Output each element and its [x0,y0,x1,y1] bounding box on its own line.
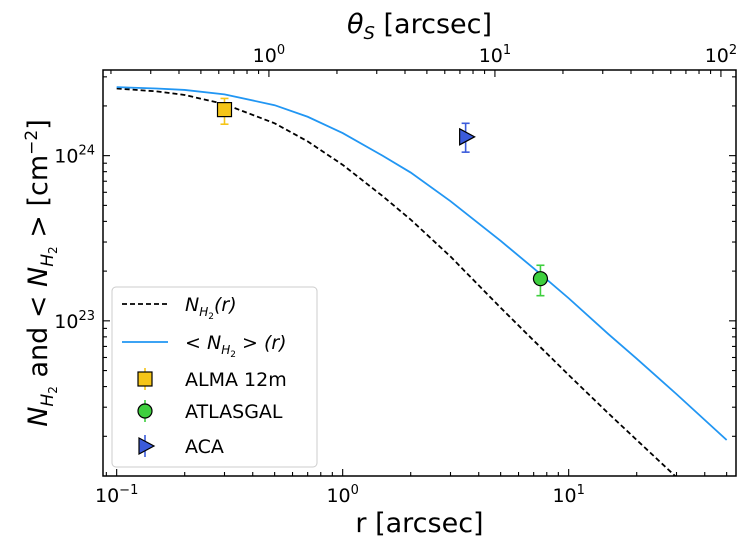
top-tick-label-2: 102 [705,43,737,67]
legend-label-3: ATLASGAL [185,401,283,423]
legend: NH2(r) < NH2 > (r) ALMA 12m ATLASGAL ACA [111,286,318,468]
legend-label-0: NH2(r) [185,294,237,322]
series-line-1 [116,86,728,441]
legend-box [111,286,318,468]
y-tick-label-1: 1024 [54,144,95,168]
series-line-0 [116,87,677,476]
legend-marker-2 [138,437,156,455]
plot-area [116,86,728,476]
y-tick-label-0: 1023 [54,309,95,333]
x-tick-label-2: 101 [552,483,584,507]
data-point-0 [216,102,233,118]
top-tick-label-1: 101 [479,43,511,67]
legend-label-1: < NH2 > (r) [185,332,287,360]
data-point-1 [532,271,549,287]
top-tick-label-0: 100 [253,43,285,67]
legend-label-2: ALMA 12m [185,369,287,391]
x-tick-label-0: 10−1 [95,483,138,507]
axis-labels: 10−1 100 101 100 101 102 1023 1024 r [arcsec] θS … [22,9,737,539]
legend-marker-0 [137,371,153,387]
data-point-2 [459,127,476,146]
legend-label-4: ACA [185,436,224,458]
x-axis-title: r [arcsec] [355,508,483,539]
x-tick-label-1: 100 [326,483,358,507]
legend-marker-1 [137,403,153,419]
y-axis-title: NH2 and < NH2 > [cm−2] [22,119,60,427]
top-axis-title: θS [arcsec] [347,9,492,44]
plot-frame [102,69,737,477]
